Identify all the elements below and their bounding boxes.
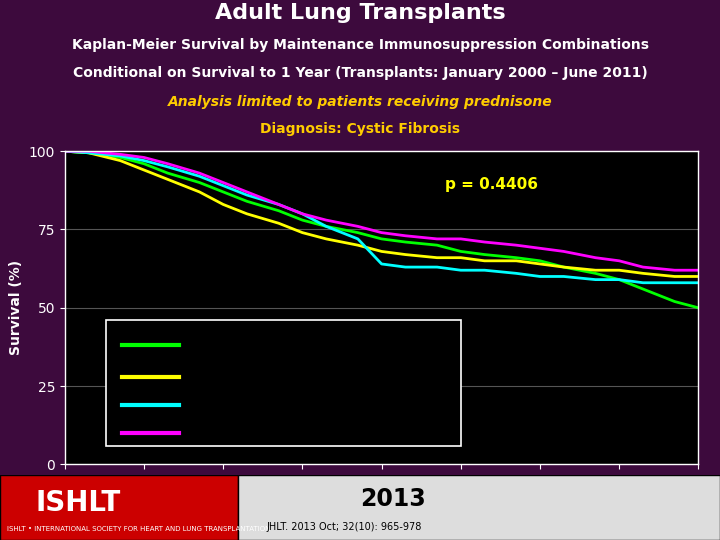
Text: Adult Lung Transplants: Adult Lung Transplants bbox=[215, 3, 505, 23]
Text: Kaplan-Meier Survival by Maintenance Immunosuppression Combinations: Kaplan-Meier Survival by Maintenance Imm… bbox=[71, 38, 649, 52]
Text: Conditional on Survival to 1 Year (Transplants: January 2000 – June 2011): Conditional on Survival to 1 Year (Trans… bbox=[73, 65, 647, 79]
Text: Diagnosis: Cystic Fibrosis: Diagnosis: Cystic Fibrosis bbox=[260, 123, 460, 137]
FancyBboxPatch shape bbox=[106, 320, 461, 445]
Text: ISHLT: ISHLT bbox=[36, 489, 121, 517]
Text: p = 0.4406: p = 0.4406 bbox=[445, 177, 538, 192]
Text: JHLT. 2013 Oct; 32(10): 965-978: JHLT. 2013 Oct; 32(10): 965-978 bbox=[266, 522, 422, 532]
Y-axis label: Survival (%): Survival (%) bbox=[9, 260, 23, 355]
FancyBboxPatch shape bbox=[238, 475, 720, 540]
Text: Analysis limited to patients receiving prednisone: Analysis limited to patients receiving p… bbox=[168, 95, 552, 109]
X-axis label: Years: Years bbox=[358, 494, 405, 509]
FancyBboxPatch shape bbox=[0, 475, 238, 540]
Text: ISHLT • INTERNATIONAL SOCIETY FOR HEART AND LUNG TRANSPLANTATION: ISHLT • INTERNATIONAL SOCIETY FOR HEART … bbox=[7, 526, 271, 532]
Text: 2013: 2013 bbox=[360, 487, 426, 511]
